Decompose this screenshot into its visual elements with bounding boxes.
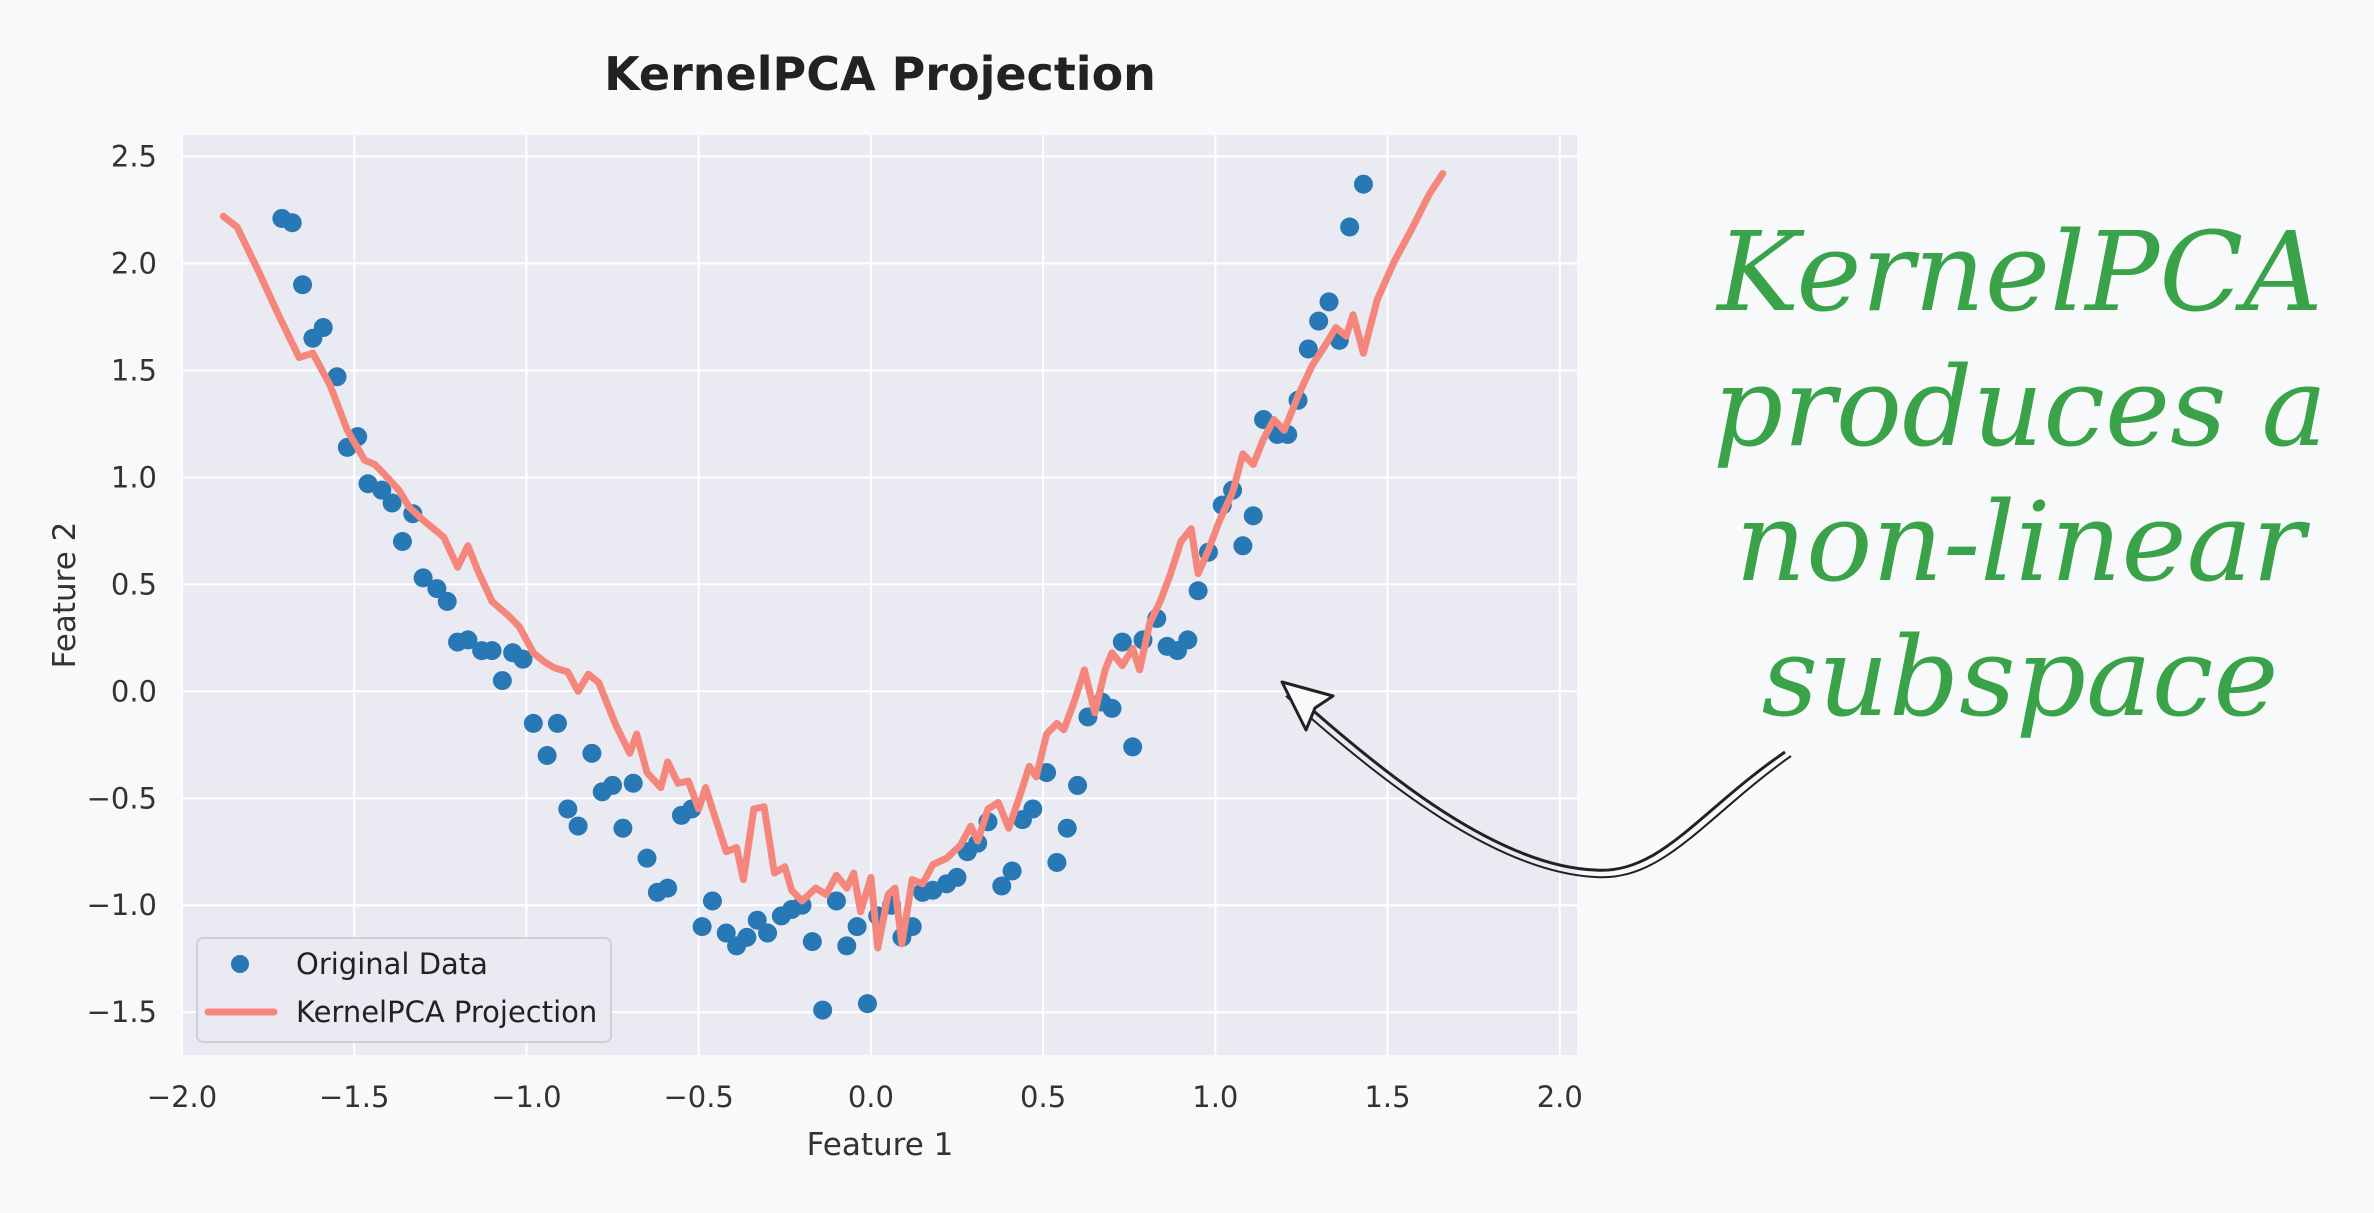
annotation-arrow-head <box>1280 680 1335 732</box>
annotation-line-2: produces a <box>1713 343 2327 471</box>
data-point <box>658 878 678 898</box>
x-tick-label: −1.0 <box>491 1080 561 1114</box>
y-tick-label: 0.0 <box>111 674 157 708</box>
data-point <box>813 1000 833 1020</box>
line-series-kernelpca-projection <box>219 170 1447 952</box>
annotation-arrow-shaft <box>1288 688 1786 872</box>
data-point <box>826 891 846 911</box>
data-point <box>1123 737 1143 757</box>
data-point <box>327 367 347 387</box>
x-tick-label: −2.0 <box>147 1080 217 1114</box>
data-point <box>1047 852 1067 872</box>
data-point <box>1309 311 1329 331</box>
data-point <box>992 876 1012 896</box>
plot-area <box>182 135 1577 1055</box>
annotation-line-3: non-linear <box>1735 478 2311 606</box>
data-point <box>737 927 757 947</box>
data-point <box>1057 818 1077 838</box>
data-point <box>1068 775 1088 795</box>
data-point <box>603 775 623 795</box>
data-point <box>293 275 313 295</box>
data-point <box>482 641 502 661</box>
data-point <box>1319 292 1339 312</box>
x-tick-label: 1.5 <box>1364 1080 1410 1114</box>
y-tick-label: 0.5 <box>111 567 157 601</box>
data-point <box>547 713 567 733</box>
legend-label-kernelpca: KernelPCA Projection <box>296 995 597 1029</box>
y-tick-label: −1.5 <box>87 995 157 1029</box>
data-point <box>282 213 302 233</box>
x-tick-label: 0.0 <box>848 1080 894 1114</box>
data-point <box>492 671 512 691</box>
data-point <box>692 917 712 937</box>
grid-lines <box>181 135 1577 1055</box>
data-point <box>1243 506 1263 526</box>
data-point <box>802 932 822 952</box>
data-point <box>1353 174 1373 194</box>
data-point <box>1298 339 1318 359</box>
data-point <box>1023 799 1043 819</box>
data-point <box>1002 861 1022 881</box>
annotation-arrow-shaft-outline <box>1285 695 1792 879</box>
x-axis-label: Feature 1 <box>807 1127 954 1163</box>
legend-label-original-data: Original Data <box>296 947 488 981</box>
data-point <box>1233 536 1253 556</box>
y-tick-label: −1.0 <box>87 888 157 922</box>
data-point <box>637 848 657 868</box>
data-point <box>537 745 557 765</box>
data-point <box>702 891 722 911</box>
x-tick-label: 2.0 <box>1537 1080 1583 1114</box>
data-point <box>747 910 767 930</box>
y-tick-label: 2.0 <box>111 246 157 280</box>
data-point <box>837 936 857 956</box>
data-point <box>382 493 402 513</box>
data-point <box>623 773 643 793</box>
y-tick-label: 1.5 <box>111 353 157 387</box>
data-point <box>1112 632 1132 652</box>
legend: Original Data KernelPCA Projection <box>196 937 612 1043</box>
y-tick-label: 1.0 <box>111 460 157 494</box>
x-tick-label: −0.5 <box>663 1080 733 1114</box>
y-tick-label: −0.5 <box>87 781 157 815</box>
data-point <box>427 579 447 599</box>
annotation: KernelPCA produces a non-linear subspace <box>1280 208 2327 879</box>
x-tick-label: 0.5 <box>1020 1080 1066 1114</box>
data-point <box>1178 630 1198 650</box>
projection-line <box>219 170 1447 952</box>
data-point <box>857 994 877 1014</box>
legend-box <box>196 937 612 1043</box>
data-point <box>458 630 478 650</box>
x-tick-label: 1.0 <box>1192 1080 1238 1114</box>
data-point <box>413 568 433 588</box>
data-point <box>1102 698 1122 718</box>
data-point <box>1340 217 1360 237</box>
tick-labels: −2.0 −1.5 −1.0 −0.5 0.0 0.5 1.0 1.5 2.0 −1.5 −1.0 −… <box>87 139 1583 1114</box>
legend-marker-original-data <box>231 955 249 973</box>
data-point <box>582 743 602 763</box>
annotation-line-1: KernelPCA <box>1715 208 2323 336</box>
data-point <box>392 532 412 552</box>
data-point <box>513 649 533 669</box>
data-point <box>716 923 736 943</box>
data-point <box>558 799 578 819</box>
data-point <box>847 917 867 937</box>
data-point <box>613 818 633 838</box>
data-point <box>758 923 778 943</box>
data-point <box>437 591 457 611</box>
data-point <box>523 713 543 733</box>
annotation-line-4: subspace <box>1762 613 2279 741</box>
chart-title: KernelPCA Projection <box>604 47 1156 101</box>
data-point <box>1188 581 1208 601</box>
data-point <box>372 480 392 500</box>
data-point <box>313 318 333 338</box>
data-point <box>568 816 588 836</box>
y-tick-label: 2.5 <box>111 139 157 173</box>
x-tick-label: −1.5 <box>319 1080 389 1114</box>
y-axis-label: Feature 2 <box>47 522 83 669</box>
data-point <box>947 867 967 887</box>
